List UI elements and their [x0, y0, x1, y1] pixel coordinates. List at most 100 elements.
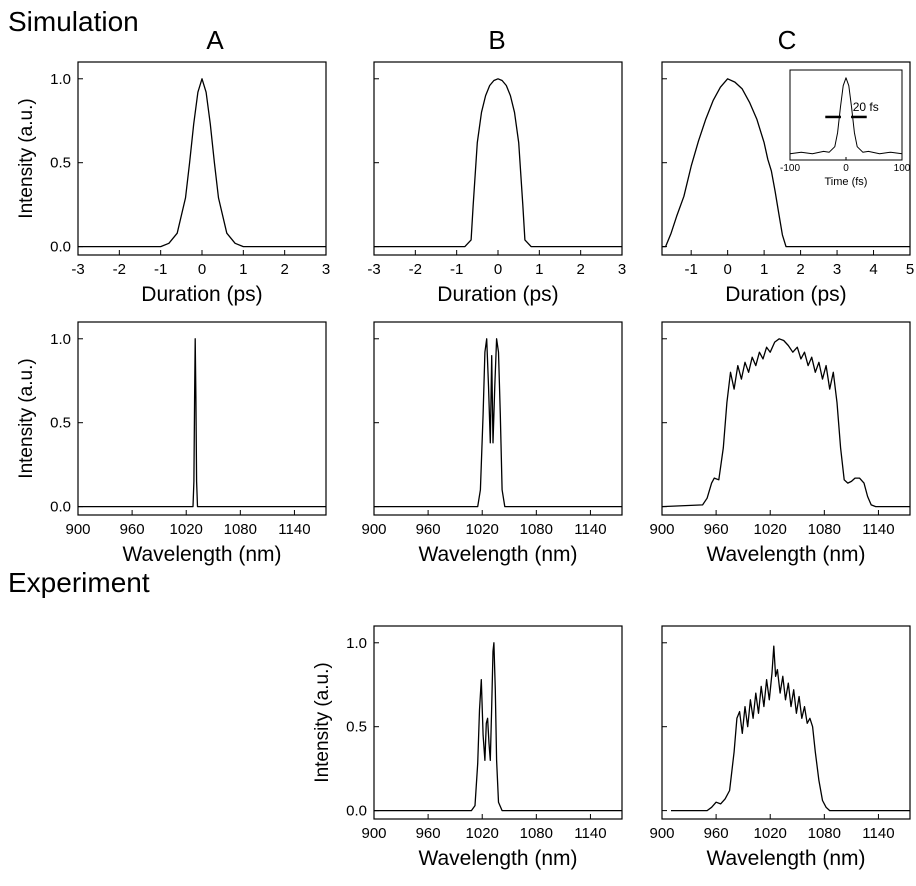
x-tick-label: 3 — [322, 261, 330, 278]
plot-frame — [661, 625, 911, 820]
y-tick-label: 1.0 — [346, 635, 367, 652]
x-tick-label: 960 — [704, 521, 729, 538]
series-line — [374, 78, 622, 248]
chart-sim-b-time: -3 -2 -1 0 1 2 3 Duration (ps) — [367, 61, 626, 306]
x-tick-label: 4 — [869, 261, 877, 278]
x-tick-label: 960 — [704, 825, 729, 842]
x-axis-label: Wavelength (nm) — [122, 543, 281, 566]
series-line — [374, 338, 622, 508]
x-tick-label: -1 — [685, 261, 698, 278]
chart-sim-c-spec: 900 960 1020 1080 1140 Wavelength (nm) — [649, 321, 911, 566]
chart-sim-a-spec: 900 960 1020 1080 1140 0.0 0.5 1.0 Wavelength (n… — [16, 321, 327, 566]
x-axis-label: Duration (ps) — [141, 283, 262, 306]
series-line — [78, 78, 326, 248]
x-axis-label: Time (fs) — [825, 176, 868, 188]
x-tick-label: 1020 — [466, 825, 499, 842]
series-line — [671, 645, 910, 812]
chart-exp-c-spec: 900 960 1020 1080 1140 Wavelength (nm) — [649, 625, 911, 870]
x-tick-label: 1140 — [574, 825, 606, 842]
y-tick-label: 0.5 — [50, 415, 71, 432]
x-tick-label: 1080 — [520, 825, 553, 842]
x-tick-label: 3 — [833, 261, 841, 278]
x-tick-label: 0 — [723, 261, 731, 278]
x-tick-label: -100 — [780, 163, 800, 174]
x-tick-label: 1140 — [862, 825, 894, 842]
x-axis-label: Duration (ps) — [437, 283, 558, 306]
plot-frame — [789, 69, 903, 161]
x-tick-label: 5 — [906, 261, 914, 278]
x-tick-label: -3 — [71, 261, 84, 278]
series-line — [662, 78, 910, 248]
y-tick-label: 0.5 — [346, 719, 367, 736]
y-tick-label: 1.0 — [50, 331, 71, 348]
x-tick-label: 1 — [535, 261, 543, 278]
x-tick-label: 0 — [494, 261, 502, 278]
chart-sim-b-spec: 900 960 1020 1080 1140 Wavelength (nm) — [361, 321, 623, 566]
x-tick-label: 1020 — [754, 825, 787, 842]
y-tick-label: 1.0 — [50, 71, 71, 88]
x-axis-label: Wavelength (nm) — [418, 847, 577, 870]
column-header-c: C — [778, 25, 797, 55]
x-tick-label: 3 — [618, 261, 626, 278]
plot-frame — [661, 321, 911, 516]
plot-frame — [373, 321, 623, 516]
y-tick-label: 0.5 — [50, 155, 71, 172]
x-tick-label: 1020 — [466, 521, 499, 538]
x-tick-label: 900 — [649, 521, 674, 538]
x-tick-label: 900 — [65, 521, 90, 538]
y-tick-label: 0.0 — [50, 499, 71, 516]
x-tick-label: -3 — [367, 261, 380, 278]
series-line — [789, 77, 903, 155]
x-tick-label: 1020 — [754, 521, 787, 538]
series-line — [661, 338, 910, 508]
x-tick-label: 2 — [280, 261, 288, 278]
x-tick-label: 1080 — [224, 521, 257, 538]
chart-sim-a-time: -3 -2 -1 0 1 2 3 0.0 0.5 1.0 Duration (ps) Intensit… — [16, 61, 330, 306]
y-tick-label: 0.0 — [50, 239, 71, 256]
x-axis-label: Wavelength (nm) — [706, 543, 865, 566]
column-header-b: B — [488, 25, 505, 55]
x-tick-label: 1020 — [170, 521, 203, 538]
section-label-simulation: Simulation — [8, 6, 139, 37]
x-tick-label: 1 — [239, 261, 247, 278]
chart-sim-c-inset: -100 0 100 Time (fs) 20 fs — [780, 69, 911, 188]
column-header-a: A — [206, 25, 224, 55]
x-tick-label: 2 — [576, 261, 584, 278]
series-line — [374, 642, 622, 812]
y-tick-label: 0.0 — [346, 803, 367, 820]
x-tick-label: -1 — [154, 261, 167, 278]
y-axis-label: Intensity (a.u.) — [16, 358, 37, 478]
x-tick-label: 1140 — [862, 521, 894, 538]
x-tick-label: 900 — [649, 825, 674, 842]
x-tick-label: 960 — [416, 521, 441, 538]
x-axis-label: Wavelength (nm) — [706, 847, 865, 870]
fwhm-annotation: 20 fs — [853, 100, 879, 114]
section-label-experiment: Experiment — [8, 567, 150, 598]
x-tick-label: 960 — [416, 825, 441, 842]
x-tick-label: 1140 — [278, 521, 310, 538]
x-tick-label: 960 — [120, 521, 145, 538]
x-tick-label: -2 — [409, 261, 422, 278]
x-tick-label: 0 — [198, 261, 206, 278]
x-tick-label: 900 — [361, 825, 386, 842]
x-tick-label: 100 — [894, 163, 911, 174]
x-tick-label: 1080 — [520, 521, 553, 538]
x-tick-label: 0 — [843, 163, 849, 174]
x-tick-label: -2 — [113, 261, 126, 278]
x-tick-label: 2 — [796, 261, 804, 278]
x-tick-label: -1 — [450, 261, 463, 278]
plot-frame — [77, 321, 327, 516]
x-tick-label: 1080 — [808, 521, 841, 538]
plot-frame — [77, 61, 327, 256]
plot-frame — [373, 61, 623, 256]
x-tick-label: 1140 — [574, 521, 606, 538]
y-axis-label: Intensity (a.u.) — [312, 662, 333, 782]
x-tick-label: 900 — [361, 521, 386, 538]
chart-exp-b-spec: 900 960 1020 1080 1140 0.0 0.5 1.0 Wavelength (n… — [312, 625, 623, 870]
x-tick-label: 1 — [760, 261, 768, 278]
y-axis-label: Intensity (a.u.) — [16, 98, 37, 218]
x-axis-label: Duration (ps) — [725, 283, 846, 306]
series-line — [78, 338, 326, 508]
x-tick-label: 1080 — [808, 825, 841, 842]
